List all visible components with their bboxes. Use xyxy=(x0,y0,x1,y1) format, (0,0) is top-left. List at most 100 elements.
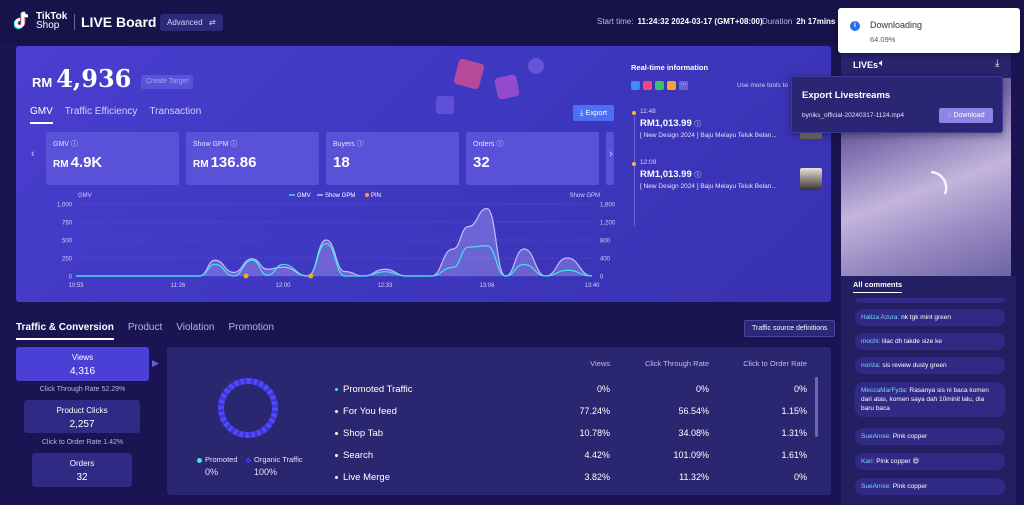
swap-icon: ⇄ xyxy=(208,18,216,27)
tab-violation[interactable]: Violation xyxy=(176,322,215,333)
decorative-cubes xyxy=(436,58,544,114)
more-icon[interactable]: ⋯ xyxy=(679,81,688,90)
source-name: For You feed xyxy=(335,406,540,417)
source-name-text: Live Merge xyxy=(343,471,390,483)
timeline-line xyxy=(634,116,635,226)
gmv-card-prefix: RM xyxy=(53,159,69,170)
orders-card[interactable]: Orders ⓘ 32 xyxy=(466,132,599,185)
gmv-line xyxy=(75,242,593,277)
cards-prev-icon[interactable]: ‹ xyxy=(31,148,35,160)
bullet-icon xyxy=(335,387,338,391)
table-row[interactable]: Search 4.42% 101.09% 1.61% xyxy=(335,444,815,466)
gmv-card-value: 4.9K xyxy=(70,154,103,171)
mode-label: Advanced xyxy=(167,18,203,27)
views-cell: 77.24% xyxy=(579,406,610,416)
funnel-orders-value: 32 xyxy=(76,472,88,483)
y-right-axis-label: Show GPM xyxy=(570,193,600,199)
download-icon[interactable]: ⤓ xyxy=(995,58,1000,69)
bullet-icon xyxy=(335,431,338,435)
traffic-source-definitions-button[interactable]: Traffic source definitions xyxy=(744,320,836,337)
y-left-axis-label: GMV xyxy=(78,193,92,199)
funnel-orders[interactable]: Orders 32 xyxy=(32,453,132,487)
cor-cell: 0% xyxy=(793,384,807,394)
x-tick-label: 12:33 xyxy=(377,283,393,289)
show-gpm-card[interactable]: Show GPM ⓘ RM 136.86 xyxy=(186,132,319,185)
product-thumbnail xyxy=(800,168,822,190)
buyers-card[interactable]: Buyers ⓘ 18 xyxy=(326,132,459,185)
table-row[interactable]: Promoted Traffic 0% 0% 0% xyxy=(335,378,815,400)
create-target-button[interactable]: Create Target xyxy=(141,75,194,89)
cart-icon[interactable] xyxy=(655,81,664,90)
buyers-card-label: Buyers xyxy=(333,141,355,148)
export-icon: ⤓ xyxy=(580,108,584,117)
x-tick-label: 10:53 xyxy=(68,283,84,289)
tab-transaction[interactable]: Transaction xyxy=(149,106,202,117)
order-icon[interactable] xyxy=(643,81,652,90)
table-scrollbar[interactable] xyxy=(815,377,818,437)
cards-next-icon[interactable]: › xyxy=(609,148,613,160)
use-more-tools-link[interactable]: Use more tools to xyxy=(737,82,788,89)
ctr-cell: 0% xyxy=(695,384,709,394)
header-divider xyxy=(74,14,75,30)
comment-item: Haliza Azura: nk tgk mint green xyxy=(855,309,1005,326)
funnel-views[interactable]: Views 4,316 xyxy=(16,347,149,381)
lives-title: LIVEs xyxy=(853,60,879,70)
export-button[interactable]: ⤓ Export xyxy=(573,105,615,121)
legend-organic-label: Organic Traffic xyxy=(254,455,303,464)
download-button[interactable]: ◌ Download xyxy=(939,108,993,123)
comment-user: SueAnnie: xyxy=(861,483,891,490)
ctr-cell: 11.32% xyxy=(679,472,709,482)
toast-progress: 64.09% xyxy=(870,35,896,44)
download-toast: i Downloading 64.09% xyxy=(838,8,1020,53)
comment-user: MeccaMarFyda: xyxy=(861,387,908,394)
realtime-desc: [ New Design 2024 ] Baju Melayu Teluk Be… xyxy=(640,183,777,190)
comment-fragment xyxy=(855,298,1005,303)
bullet-icon xyxy=(335,453,338,457)
info-icon: ⓘ xyxy=(694,121,702,128)
y-right-tick-label: 0 xyxy=(600,275,604,281)
table-row[interactable]: Shop Tab 10.78% 34.08% 1.31% xyxy=(335,422,815,444)
realtime-time: 11:48 xyxy=(640,108,656,115)
legend-pin-label: PIN xyxy=(371,193,381,199)
buyers-card-value: 18 xyxy=(333,154,350,171)
popup-title: Export Livestreams xyxy=(802,90,891,101)
cor-cell: 1.31% xyxy=(781,428,807,438)
tab-product[interactable]: Product xyxy=(127,322,163,333)
source-name-text: Search xyxy=(343,449,374,461)
gmv-card[interactable]: GMV ⓘ RM 4.9K xyxy=(46,132,179,185)
product-icon[interactable] xyxy=(631,81,640,90)
legend-pin-swatch xyxy=(365,193,369,197)
table-row[interactable]: Live Merge 3.82% 11.32% 0% xyxy=(335,466,815,488)
volume-icon[interactable]: 🔈︎ xyxy=(879,58,885,69)
gmv-total-value: 4,936 xyxy=(56,64,132,93)
show-gpm-card-label: Show GPM xyxy=(193,141,229,148)
tab-gmv[interactable]: GMV xyxy=(30,106,53,124)
tab-traffic-efficiency[interactable]: Traffic Efficiency xyxy=(64,106,138,117)
tab-promotion[interactable]: Promotion xyxy=(228,322,275,333)
funnel-product-clicks[interactable]: Product Clicks 2,257 xyxy=(24,400,140,433)
table-row[interactable]: For You feed 77.24% 56.54% 1.15% xyxy=(335,400,815,422)
logo-line-2: Shop xyxy=(36,20,60,31)
gift-icon[interactable] xyxy=(667,81,676,90)
orders-card-label: Orders xyxy=(473,141,495,148)
realtime-filter-icons: ⋯ xyxy=(631,81,688,90)
source-name-text: For You feed xyxy=(343,405,397,417)
tiktok-shop-logo[interactable]: TikTok Shop xyxy=(14,11,67,31)
y-right-tick-label: 800 xyxy=(600,239,611,245)
tab-traffic-conversion[interactable]: Traffic & Conversion xyxy=(16,322,114,340)
traffic-donut-chart[interactable] xyxy=(215,375,281,441)
gmv-chart[interactable]: 1,000 750 500 250 0 1,600 1,200 800 400 0 10:53 11:… xyxy=(44,190,619,294)
realtime-item[interactable]: 12:09 RM1,013.99 ⓘ [ New Design 2024 ] B… xyxy=(630,159,822,190)
header-cor: Click to Order Rate xyxy=(743,359,807,368)
loading-icon: ◌ xyxy=(947,112,952,119)
all-comments-title[interactable]: All comments xyxy=(853,280,903,293)
traffic-source-table: Views Click Through Rate Click to Order … xyxy=(335,359,815,488)
funnel-clicks-value: 2,257 xyxy=(69,419,95,430)
x-tick-label: 13:40 xyxy=(584,283,600,289)
timeline-dot-icon xyxy=(632,111,636,115)
header-source xyxy=(335,359,540,368)
realtime-amount: RM1,013.99 ⓘ xyxy=(640,118,820,129)
legend-promoted-label: Promoted xyxy=(205,455,238,464)
y-left-tick-label: 1,000 xyxy=(57,203,73,209)
mode-switch-button[interactable]: Advanced ⇄ xyxy=(160,14,223,31)
